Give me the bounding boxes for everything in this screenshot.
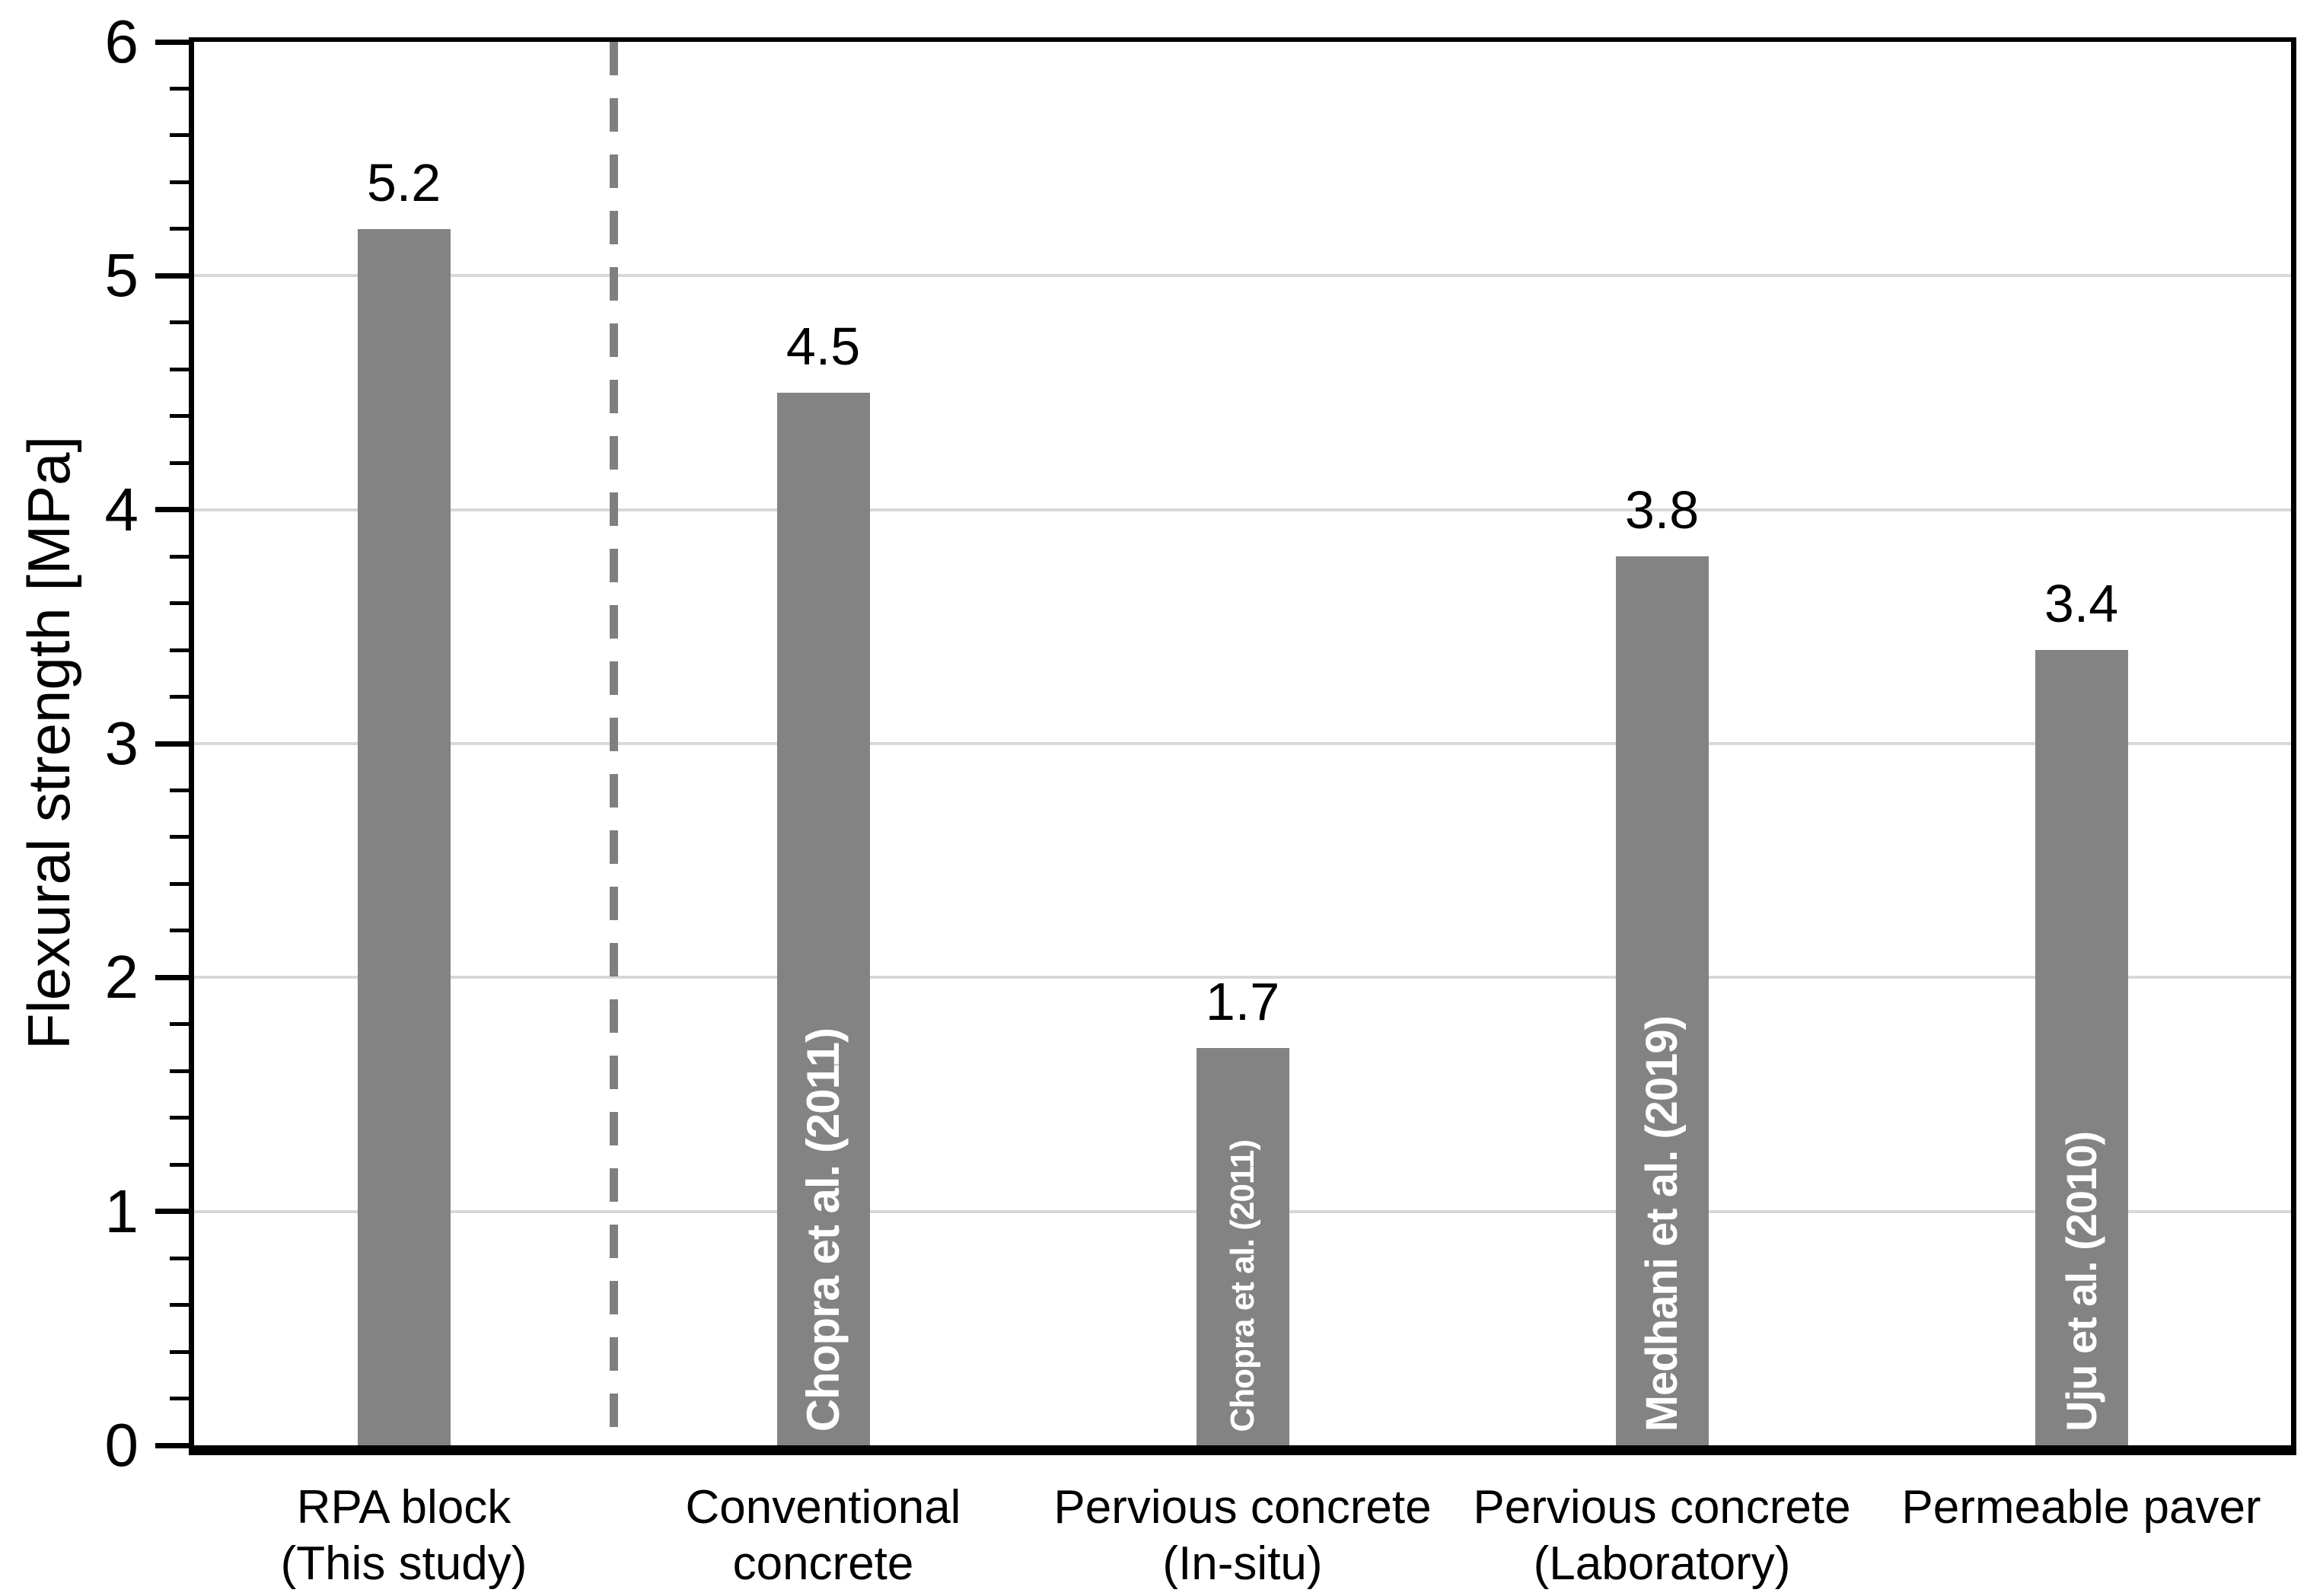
y-minor-tick bbox=[170, 320, 189, 325]
bar-value-label: 5.2 bbox=[366, 152, 441, 212]
y-minor-tick bbox=[170, 695, 189, 699]
x-category-label-line: Pervious concrete bbox=[1053, 1481, 1432, 1534]
y-minor-tick bbox=[170, 133, 189, 138]
y-major-tick bbox=[155, 741, 189, 747]
x-category-label-line: RPA block bbox=[296, 1481, 511, 1534]
y-minor-tick bbox=[170, 1256, 189, 1260]
bar-source-label: Medhani et al. (2019) bbox=[1636, 1015, 1687, 1432]
x-category-label: Conventional concrete bbox=[613, 1480, 1033, 1592]
y-major-tick bbox=[155, 507, 189, 513]
y-minor-tick bbox=[170, 1349, 189, 1354]
y-major-tick bbox=[155, 272, 189, 279]
y-major-tick bbox=[155, 1442, 189, 1448]
y-minor-tick bbox=[170, 414, 189, 419]
gridline bbox=[194, 976, 2291, 980]
x-category-label: Pervious concrete (In-situ) bbox=[1033, 1480, 1452, 1592]
plot-area: 5.2 Chopra et al. (2011) 4.5 Chopra et al. … bbox=[189, 37, 2296, 1455]
bar-source-label: Uju et al. (2010) bbox=[2057, 1132, 2105, 1432]
gridline bbox=[194, 274, 2291, 278]
y-minor-tick bbox=[170, 180, 189, 184]
bar bbox=[357, 228, 451, 1445]
bar-value-label: 4.5 bbox=[785, 317, 861, 376]
y-minor-tick bbox=[170, 835, 189, 839]
y-tick-label: 6 bbox=[104, 8, 139, 75]
y-minor-tick bbox=[170, 929, 189, 933]
y-minor-tick bbox=[170, 881, 189, 886]
y-minor-tick bbox=[170, 648, 189, 652]
y-minor-tick bbox=[170, 367, 189, 371]
y-tick-label: 0 bbox=[104, 1411, 139, 1479]
gridline bbox=[194, 742, 2291, 745]
x-category-label-line: (This study) bbox=[280, 1537, 527, 1590]
y-minor-tick bbox=[170, 86, 189, 91]
gridline bbox=[194, 508, 2291, 511]
x-category-label-line: Pervious concrete bbox=[1473, 1481, 1851, 1534]
y-tick-label: 5 bbox=[104, 241, 139, 310]
y-minor-tick bbox=[170, 601, 189, 606]
bar: Chopra et al. (2011) bbox=[776, 393, 870, 1445]
y-tick-label: 1 bbox=[104, 1177, 139, 1245]
y-minor-tick bbox=[170, 1022, 189, 1027]
x-category-label: Pervious concrete (Laboratory) bbox=[1452, 1480, 1872, 1592]
y-major-tick bbox=[155, 39, 189, 45]
bar-value-label: 3.8 bbox=[1624, 480, 1700, 540]
y-tick-label: 4 bbox=[104, 475, 139, 543]
y-minor-tick bbox=[170, 227, 189, 231]
y-tick-label: 3 bbox=[104, 709, 139, 777]
y-major-tick bbox=[155, 974, 189, 980]
bar-source-label: Chopra et al. (2011) bbox=[797, 1027, 849, 1432]
x-category-label-line: Conventional bbox=[685, 1481, 961, 1534]
x-category-label: RPA block (This study) bbox=[194, 1480, 613, 1592]
bar: Uju et al. (2010) bbox=[2035, 650, 2128, 1445]
y-minor-tick bbox=[170, 1397, 189, 1401]
x-category-label-line: (In-situ) bbox=[1162, 1537, 1323, 1590]
y-minor-tick bbox=[170, 1162, 189, 1167]
x-category-label: Permeable paver bbox=[1872, 1480, 2291, 1536]
y-minor-tick bbox=[170, 1116, 189, 1120]
y-minor-tick bbox=[170, 788, 189, 792]
y-minor-tick bbox=[170, 554, 189, 559]
y-major-tick bbox=[155, 1209, 189, 1215]
bar-value-label: 1.7 bbox=[1205, 971, 1280, 1031]
x-category-label-line: (Laboratory) bbox=[1533, 1537, 1791, 1590]
y-tick-label: 2 bbox=[104, 943, 139, 1011]
y-minor-tick bbox=[170, 1069, 189, 1073]
bar: Medhani et al. (2019) bbox=[1615, 556, 1709, 1445]
y-minor-tick bbox=[170, 1303, 189, 1308]
bar-source-label: Chopra et al. (2011) bbox=[1223, 1139, 1261, 1432]
y-minor-tick bbox=[170, 460, 189, 465]
x-category-label-line: Permeable paver bbox=[1901, 1481, 2261, 1534]
x-category-label-line: concrete bbox=[732, 1537, 914, 1590]
dashed-separator-line bbox=[610, 42, 618, 1445]
bar-value-label: 3.4 bbox=[2044, 574, 2119, 634]
bar: Chopra et al. (2011) bbox=[1196, 1047, 1289, 1445]
